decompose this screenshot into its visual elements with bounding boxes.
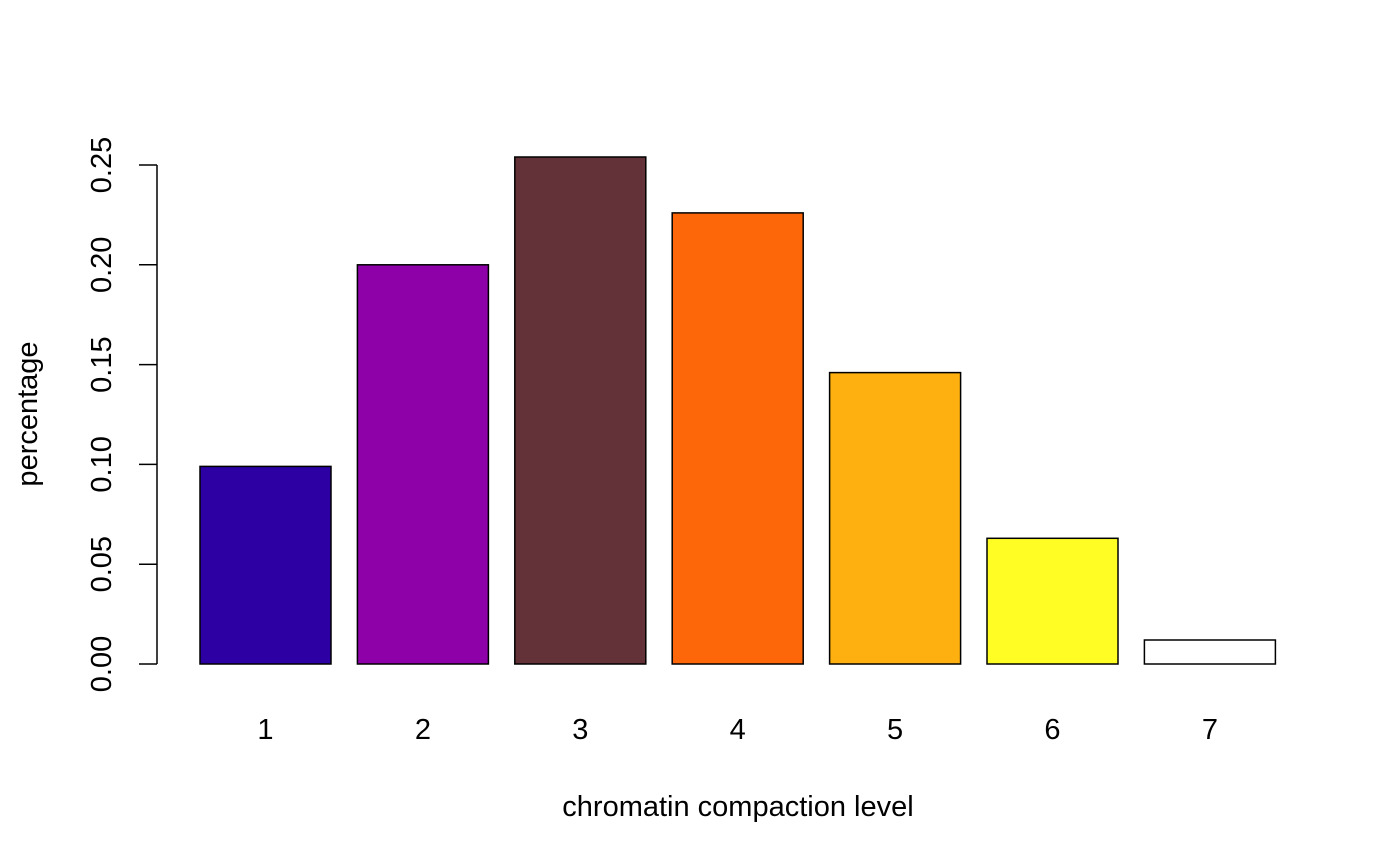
y-tick-label: 0.25 (86, 137, 118, 193)
x-tick-label: 3 (572, 714, 588, 746)
x-tick-label: 1 (257, 714, 273, 746)
bar-3 (514, 156, 647, 665)
y-axis: 0.00 0.05 0.10 0.15 0.20 0.25 (86, 137, 158, 692)
bar-5 (828, 371, 962, 665)
y-tick-label: 0.15 (86, 336, 118, 392)
bar-7 (1143, 639, 1277, 665)
x-tick-label: 4 (730, 714, 746, 746)
x-tick-label: 6 (1044, 714, 1060, 746)
x-tick-label: 7 (1202, 714, 1218, 746)
y-tick-label: 0.00 (86, 636, 118, 692)
x-axis-title: chromatin compaction level (562, 791, 913, 823)
y-tick-label: 0.10 (86, 436, 118, 492)
y-tick-label: 0.20 (86, 237, 118, 293)
x-tick-labels: 1 2 3 4 5 6 7 (257, 714, 1218, 746)
bar-6 (986, 537, 1119, 665)
bar-4 (671, 212, 804, 665)
x-tick-label: 2 (415, 714, 431, 746)
bar-1 (199, 465, 332, 665)
y-axis-title: percentage (12, 341, 44, 486)
bar-2 (356, 264, 490, 665)
y-tick-label: 0.05 (86, 536, 118, 592)
x-tick-label: 5 (887, 714, 903, 746)
bars-group (199, 156, 1277, 665)
